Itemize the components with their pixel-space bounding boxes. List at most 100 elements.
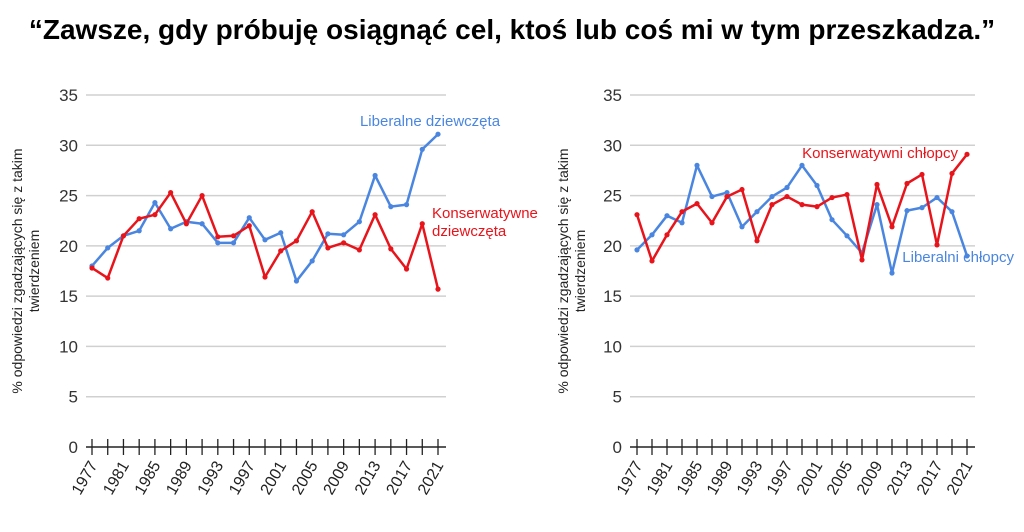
- y-tick-label: 10: [603, 337, 622, 356]
- data-point: [215, 234, 221, 240]
- y-axis-title-line: twierdzeniem: [572, 230, 588, 312]
- data-point: [814, 204, 820, 210]
- chart-1: 0510152025303519771981198519891993199720…: [9, 86, 538, 498]
- data-point: [679, 220, 685, 226]
- x-tick-label: 1985: [674, 458, 707, 497]
- data-point: [372, 212, 378, 218]
- y-axis-title-line: % odpowiedzi zgadzających się z takim: [555, 148, 571, 393]
- data-point: [964, 253, 970, 259]
- data-point: [246, 223, 252, 229]
- x-tick-label: 1993: [734, 458, 767, 497]
- data-point: [694, 162, 700, 168]
- y-tick-label: 25: [603, 187, 622, 206]
- data-point: [634, 212, 640, 218]
- x-tick-label: 2013: [884, 458, 917, 497]
- data-point: [293, 278, 300, 284]
- y-tick-label: 20: [603, 237, 622, 256]
- data-point: [419, 221, 425, 227]
- data-point: [168, 189, 174, 196]
- data-point: [829, 194, 835, 201]
- data-point: [89, 265, 95, 271]
- x-tick-label: 1993: [195, 458, 228, 497]
- chart-2: 0510152025303519771981198519891993199720…: [555, 86, 1014, 498]
- data-point: [356, 247, 362, 253]
- data-point: [709, 193, 715, 200]
- data-point: [136, 216, 142, 222]
- data-point: [372, 172, 378, 179]
- data-point: [419, 146, 425, 152]
- data-point: [199, 221, 205, 227]
- data-point: [152, 200, 158, 206]
- y-tick-label: 15: [603, 287, 622, 306]
- y-tick-label: 5: [613, 388, 622, 407]
- x-tick-label: 2021: [415, 458, 448, 497]
- data-point: [844, 191, 850, 198]
- y-tick-label: 25: [59, 187, 78, 206]
- data-point: [105, 245, 111, 251]
- x-tick-label: 1977: [69, 458, 102, 497]
- y-axis-title: % odpowiedzi zgadzających się z takimtwi…: [555, 148, 588, 393]
- data-point: [814, 182, 820, 189]
- data-point: [784, 184, 790, 191]
- data-point: [919, 205, 925, 211]
- data-point: [769, 193, 775, 200]
- series-label: Konserwatywne dziewczęta: [432, 205, 538, 240]
- y-axis-title: % odpowiedzi zgadzających się z takimtwi…: [9, 148, 42, 393]
- data-point: [215, 240, 221, 246]
- data-point: [919, 171, 925, 178]
- data-point: [874, 181, 880, 188]
- series-label-line: Konserwatywni chłopcy: [802, 145, 958, 162]
- x-tick-label: 2005: [289, 458, 322, 497]
- data-point: [230, 233, 237, 239]
- data-point: [262, 237, 268, 243]
- y-tick-label: 0: [613, 438, 622, 457]
- y-tick-label: 30: [603, 136, 622, 155]
- data-point: [874, 202, 880, 208]
- data-point: [769, 202, 775, 208]
- data-point: [120, 233, 127, 239]
- y-axis-title-line: twierdzeniem: [26, 230, 42, 312]
- x-tick-label: 1981: [100, 458, 133, 497]
- data-point: [754, 209, 760, 215]
- data-point: [152, 212, 158, 218]
- x-tick-label: 2009: [854, 458, 887, 497]
- series-label-line: dziewczęta: [432, 223, 507, 240]
- data-point: [168, 226, 174, 232]
- data-point: [435, 286, 441, 292]
- x-tick-label: 1989: [163, 458, 196, 497]
- data-point: [889, 270, 895, 276]
- data-point: [799, 202, 805, 208]
- x-tick-label: 1981: [644, 458, 677, 497]
- data-point: [934, 242, 940, 248]
- x-tick-label: 1997: [764, 458, 797, 497]
- data-point: [388, 204, 394, 210]
- data-point: [649, 232, 655, 238]
- data-point: [341, 240, 347, 246]
- data-point: [739, 186, 745, 193]
- data-point: [964, 151, 970, 157]
- data-point: [278, 230, 284, 236]
- data-point: [664, 232, 670, 238]
- y-tick-label: 30: [59, 136, 78, 155]
- x-tick-label: 2001: [258, 458, 291, 497]
- data-point: [403, 266, 410, 272]
- data-point: [724, 193, 730, 200]
- series-label-line: Konserwatywne: [432, 205, 538, 222]
- x-tick-label: 2021: [944, 458, 977, 497]
- data-point: [754, 238, 760, 244]
- x-tick-label: 1985: [132, 458, 165, 497]
- data-point: [199, 192, 205, 199]
- y-tick-label: 15: [59, 287, 78, 306]
- y-tick-label: 35: [59, 86, 78, 105]
- data-point: [341, 232, 347, 238]
- data-point: [325, 245, 331, 251]
- data-point: [784, 193, 790, 200]
- y-tick-label: 0: [69, 438, 78, 457]
- x-tick-label: 2005: [824, 458, 857, 497]
- series-label: Konserwatywni chłopcy: [802, 145, 958, 162]
- data-point: [889, 224, 895, 230]
- x-tick-label: 2017: [383, 458, 416, 497]
- data-point: [649, 258, 655, 264]
- data-point: [230, 240, 237, 246]
